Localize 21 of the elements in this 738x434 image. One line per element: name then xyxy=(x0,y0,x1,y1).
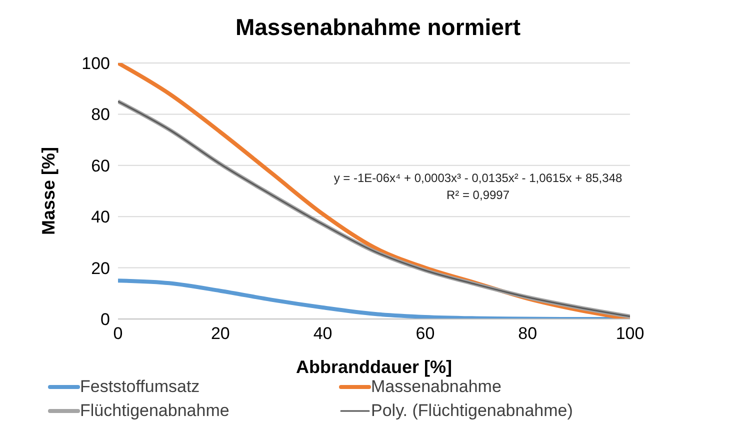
y-tick-label: 40 xyxy=(91,208,110,227)
x-tick-label: 20 xyxy=(210,324,230,344)
y-axis-title: Masse [%] xyxy=(38,146,58,236)
x-tick-label: 80 xyxy=(518,324,538,344)
y-tick-label: 20 xyxy=(91,258,110,278)
chart-title: Massenabnahme normiert xyxy=(234,14,522,41)
y-tick-label: 60 xyxy=(91,156,110,176)
x-tick-label: 60 xyxy=(416,324,435,344)
x-tick-label: 100 xyxy=(616,324,644,344)
annotation: y = -1E-06x⁴ + 0,0003x³ - 0,0135x² - 1,0615x + 85,348 xyxy=(332,170,624,187)
y-tick-label: 100 xyxy=(82,54,110,74)
x-tick-label: 40 xyxy=(313,324,332,344)
legend-label: Massenabnahme xyxy=(371,377,502,397)
legend-label: Poly. (Flüchtigenabnahme) xyxy=(371,401,573,421)
x-axis-title: Abbranddauer [%] xyxy=(296,357,452,377)
y-tick-label: 80 xyxy=(91,105,110,124)
legend-label: Feststoffumsatz xyxy=(80,377,200,397)
annotation: R² = 0,9997 xyxy=(445,187,511,204)
y-tick-label: 0 xyxy=(100,310,110,330)
legend-label: Flüchtigenabnahme xyxy=(80,401,230,421)
x-tick-label: 0 xyxy=(113,324,123,344)
